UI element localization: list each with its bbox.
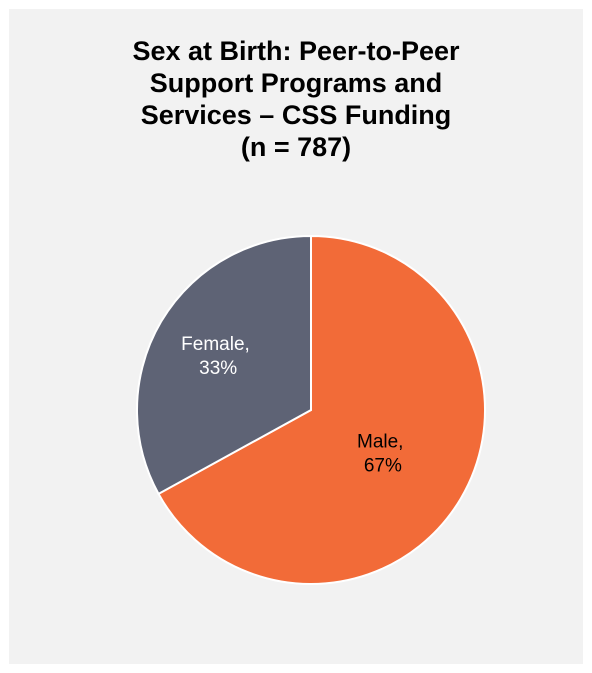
slice-label-male-name: Male, [357, 432, 403, 453]
slice-label-female-name: Female, [181, 334, 250, 355]
pie-chart: Male, 67% Female, 33% [9, 9, 583, 664]
chart-area: Sex at Birth: Peer-to-Peer Support Progr… [9, 9, 583, 664]
slice-label-male-percent: 67% [364, 456, 402, 477]
slice-label-female-percent: 33% [199, 358, 237, 379]
